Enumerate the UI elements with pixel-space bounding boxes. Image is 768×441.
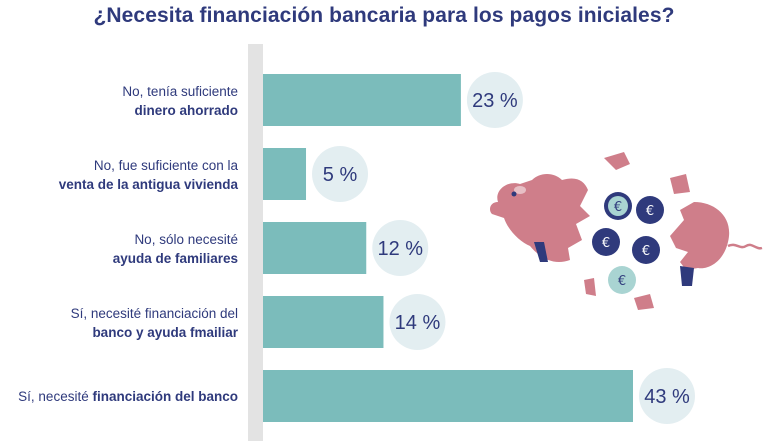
euro-coin-icon: €: [608, 266, 636, 294]
svg-text:€: €: [646, 204, 654, 219]
value-bubble: [312, 146, 369, 202]
category-label-line: No, fue suficiente con la: [93, 158, 238, 173]
category-label-bold: dinero ahorrado: [134, 103, 238, 118]
axis-strip: [248, 44, 263, 441]
category-label-bold: venta de la antigua vivienda: [58, 177, 238, 192]
bar: [263, 148, 307, 200]
category-label-line: No, tenía suficiente: [122, 84, 238, 99]
euro-coin-icon: €: [604, 192, 632, 220]
svg-text:€: €: [614, 200, 622, 215]
bar: [263, 296, 384, 348]
svg-text:€: €: [642, 244, 650, 259]
euro-coin-icon: €: [632, 236, 660, 264]
svg-text:€: €: [618, 274, 626, 289]
category-label-line: Sí, necesité financiación del: [70, 306, 238, 321]
category-label-text: Sí, necesité: [18, 389, 93, 404]
euro-coin-icon: €: [592, 228, 620, 256]
category-label-line: ayuda de familiares: [0, 249, 238, 268]
category-label-line: venta de la antigua vivienda: [0, 175, 238, 194]
category-label: No, tenía suficiente dinero ahorrado: [0, 82, 238, 120]
category-label-bold: banco y ayuda fmailiar: [92, 325, 238, 340]
broken-piggy-bank-illustration: € € € € €: [490, 152, 763, 310]
data-label: 12 %: [377, 238, 423, 260]
value-bubble: [639, 368, 695, 424]
category-label: No, sólo necesité ayuda de familiares: [0, 230, 238, 268]
category-label: Sí, necesité financiación del banco: [0, 387, 238, 406]
category-label: Sí, necesité financiación del banco y ayu…: [0, 304, 238, 342]
value-bubble: [372, 220, 429, 276]
chart-title: ¿Necesita financiación bancaria para los…: [93, 4, 675, 27]
bar: [263, 370, 633, 422]
data-label: 43 %: [644, 386, 690, 408]
data-label: 23 %: [472, 90, 518, 112]
bar: [263, 222, 367, 274]
data-label: 5 %: [323, 164, 358, 186]
category-label-bold: financiación del banco: [92, 389, 238, 404]
value-bubble: [466, 72, 523, 128]
bar: [263, 74, 461, 126]
category-label-line: Sí, necesité financiación del banco: [0, 387, 238, 406]
svg-text:€: €: [602, 236, 610, 251]
category-label-line: No, sólo necesité: [134, 232, 238, 247]
category-label-line: banco y ayuda fmailiar: [0, 323, 238, 342]
value-bubble: [389, 294, 446, 350]
category-label: No, fue suficiente con la venta de la ant…: [0, 156, 238, 194]
category-label-bold: ayuda de familiares: [112, 251, 238, 266]
data-label: 14 %: [395, 312, 441, 334]
euro-coin-icon: €: [636, 196, 664, 224]
category-label-line: dinero ahorrado: [0, 101, 238, 120]
